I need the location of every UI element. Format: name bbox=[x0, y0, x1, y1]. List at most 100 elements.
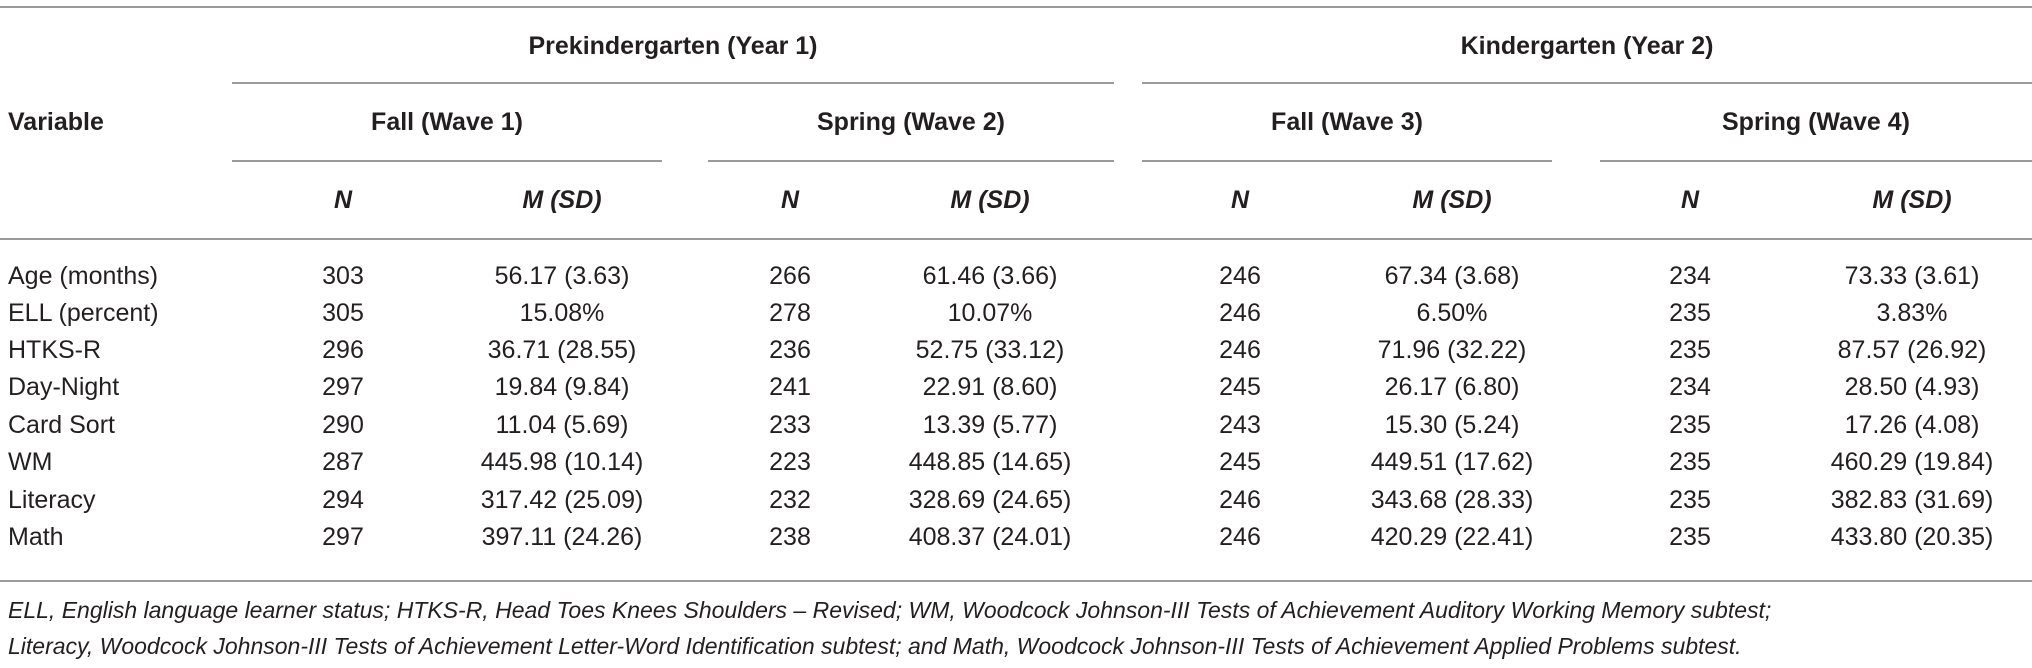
column-header-n: N bbox=[333, 186, 353, 214]
cell-m-sd: 328.69 (24.65) bbox=[908, 486, 1072, 514]
cell-m-sd: 15.08% bbox=[519, 299, 605, 327]
cell-m-sd: 61.46 (3.66) bbox=[922, 262, 1058, 290]
wave1-underline bbox=[232, 160, 662, 162]
row-label: Card Sort bbox=[8, 411, 115, 439]
cell-m-sd: 460.29 (19.84) bbox=[1830, 448, 1994, 476]
row-label: HTKS-R bbox=[8, 336, 102, 364]
column-header-n: N bbox=[1680, 186, 1700, 214]
cell-n: 236 bbox=[769, 336, 811, 364]
header-bottom-rule bbox=[0, 238, 2032, 240]
cell-m-sd: 6.50% bbox=[1416, 299, 1488, 327]
cell-n: 235 bbox=[1669, 336, 1711, 364]
row-label: ELL (percent) bbox=[8, 299, 159, 327]
wave-header: Spring (Wave 2) bbox=[817, 108, 1005, 136]
cell-m-sd: 433.80 (20.35) bbox=[1830, 523, 1994, 551]
cell-m-sd: 13.39 (5.77) bbox=[922, 411, 1058, 439]
column-header-sd: (SD) bbox=[1440, 186, 1492, 214]
table-top-rule bbox=[0, 6, 2032, 8]
cell-n: 278 bbox=[769, 299, 811, 327]
cell-m-sd: 56.17 (3.63) bbox=[494, 262, 630, 290]
table-bottom-rule bbox=[0, 580, 2032, 582]
cell-m-sd: 52.75 (33.12) bbox=[915, 336, 1065, 364]
year1-underline bbox=[232, 82, 1114, 84]
cell-n: 232 bbox=[769, 486, 811, 514]
cell-n: 305 bbox=[322, 299, 364, 327]
cell-m-sd: 17.26 (4.08) bbox=[1844, 411, 1980, 439]
wave-header: Spring (Wave 4) bbox=[1722, 108, 1910, 136]
cell-m-sd: 382.83 (31.69) bbox=[1830, 486, 1994, 514]
wave3-underline bbox=[1142, 160, 1552, 162]
cell-n: 246 bbox=[1219, 523, 1261, 551]
row-label: Math bbox=[8, 523, 64, 551]
row-label: Literacy bbox=[8, 486, 96, 514]
cell-m-sd: 10.07% bbox=[947, 299, 1033, 327]
cell-n: 287 bbox=[322, 448, 364, 476]
cell-n: 241 bbox=[769, 373, 811, 401]
cell-n: 238 bbox=[769, 523, 811, 551]
wave-header: Fall (Wave 3) bbox=[1271, 108, 1423, 136]
cell-m-sd: 87.57 (26.92) bbox=[1837, 336, 1987, 364]
column-header-sd: (SD) bbox=[550, 186, 602, 214]
row-label: Day-Night bbox=[8, 373, 120, 401]
cell-m-sd: 448.85 (14.65) bbox=[908, 448, 1072, 476]
column-header-m-sd: M (SD) bbox=[1342, 184, 1562, 216]
cell-n: 234 bbox=[1669, 373, 1711, 401]
cell-n: 235 bbox=[1669, 411, 1711, 439]
column-header-n: N bbox=[780, 186, 800, 214]
cell-m-sd: 449.51 (17.62) bbox=[1370, 448, 1534, 476]
cell-n: 246 bbox=[1219, 299, 1261, 327]
cell-m-sd: 73.33 (3.61) bbox=[1844, 262, 1980, 290]
year2-underline bbox=[1142, 82, 2032, 84]
column-header-m-sd: M (SD) bbox=[452, 184, 672, 216]
row-label: WM bbox=[8, 448, 53, 476]
column-header-m: M bbox=[1412, 186, 1434, 214]
cell-n: 297 bbox=[322, 373, 364, 401]
cell-m-sd: 408.37 (24.01) bbox=[908, 523, 1072, 551]
cell-m-sd: 317.42 (25.09) bbox=[480, 486, 644, 514]
cell-n: 294 bbox=[322, 486, 364, 514]
cell-n: 246 bbox=[1219, 262, 1261, 290]
wave2-underline bbox=[708, 160, 1114, 162]
year-group-header: Prekindergarten (Year 1) bbox=[528, 32, 818, 60]
cell-n: 243 bbox=[1219, 411, 1261, 439]
wave4-underline bbox=[1600, 160, 2032, 162]
cell-m-sd: 343.68 (28.33) bbox=[1370, 486, 1534, 514]
cell-m-sd: 397.11 (24.26) bbox=[481, 523, 643, 551]
cell-n: 246 bbox=[1219, 486, 1261, 514]
cell-n: 223 bbox=[769, 448, 811, 476]
column-header-sd: (SD) bbox=[978, 186, 1030, 214]
cell-m-sd: 71.96 (32.22) bbox=[1377, 336, 1527, 364]
cell-n: 235 bbox=[1669, 523, 1711, 551]
cell-n: 266 bbox=[769, 262, 811, 290]
cell-m-sd: 22.91 (8.60) bbox=[922, 373, 1058, 401]
cell-n: 245 bbox=[1219, 448, 1261, 476]
cell-m-sd: 19.84 (9.84) bbox=[494, 373, 630, 401]
footnote-line: ELL, English language learner status; HT… bbox=[8, 597, 1772, 623]
cell-m-sd: 67.34 (3.68) bbox=[1384, 262, 1520, 290]
column-header-n: N bbox=[1230, 186, 1250, 214]
cell-m-sd: 445.98 (10.14) bbox=[480, 448, 644, 476]
column-header-m-sd: M (SD) bbox=[1802, 184, 2022, 216]
column-header-m-sd: M (SD) bbox=[880, 184, 1100, 216]
year-group-header: Kindergarten (Year 2) bbox=[1460, 32, 1714, 60]
wave-header: Fall (Wave 1) bbox=[371, 108, 523, 136]
cell-m-sd: 3.83% bbox=[1876, 299, 1948, 327]
variable-header: Variable bbox=[8, 108, 104, 136]
column-header-m: M bbox=[522, 186, 544, 214]
footnote-line: Literacy, Woodcock Johnson-III Tests of … bbox=[8, 633, 1742, 659]
cell-n: 303 bbox=[322, 262, 364, 290]
row-label: Age (months) bbox=[8, 262, 159, 290]
cell-n: 233 bbox=[769, 411, 811, 439]
cell-m-sd: 15.30 (5.24) bbox=[1384, 411, 1520, 439]
cell-n: 235 bbox=[1669, 448, 1711, 476]
cell-m-sd: 28.50 (4.93) bbox=[1844, 373, 1980, 401]
cell-m-sd: 420.29 (22.41) bbox=[1370, 523, 1534, 551]
column-header-m: M bbox=[950, 186, 972, 214]
column-header-m: M bbox=[1872, 186, 1894, 214]
cell-n: 246 bbox=[1219, 336, 1261, 364]
cell-n: 245 bbox=[1219, 373, 1261, 401]
cell-n: 234 bbox=[1669, 262, 1711, 290]
cell-n: 290 bbox=[322, 411, 364, 439]
cell-m-sd: 36.71 (28.55) bbox=[487, 336, 637, 364]
cell-m-sd: 11.04 (5.69) bbox=[495, 411, 629, 439]
